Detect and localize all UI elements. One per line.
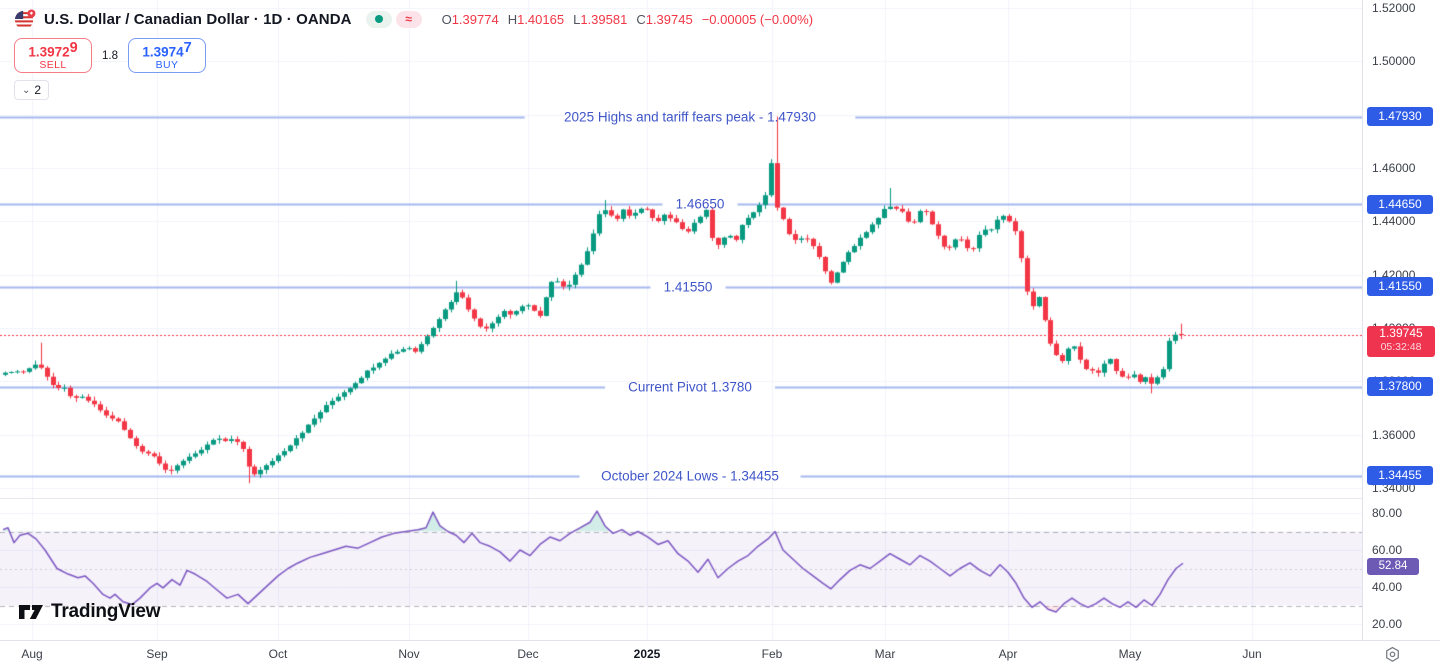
level-axis-badge: 1.37800 (1367, 377, 1433, 397)
legend-collapse-count: 2 (34, 83, 42, 97)
price-tick-label: 1.52000 (1372, 1, 1416, 15)
market-open-icon[interactable] (365, 10, 392, 28)
pane-divider[interactable] (0, 498, 1440, 499)
level-line-label[interactable]: 2025 Highs and tariff fears peak - 1.479… (564, 109, 816, 125)
tradingview-logo-icon (19, 605, 43, 619)
tradingview-logo-text: TradingView (51, 601, 161, 622)
month-label: May (1118, 647, 1142, 661)
level-axis-badge: 1.41550 (1367, 277, 1433, 297)
trade-buttons: 1.39729 SELL 1.8 1.39747 BUY (14, 38, 206, 73)
high-value: 1.40165 (517, 11, 565, 27)
price-axis[interactable]: 1.39745 05:32:48 52.84 1.52000 1.50000 1.4… (1362, 0, 1440, 640)
close-label: C (636, 11, 646, 27)
price-tick-label: 1.46000 (1372, 161, 1416, 175)
price-chart-canvas[interactable] (0, 0, 1362, 640)
last-price-value: 1.39745 (1379, 326, 1423, 340)
level-line-label[interactable]: 1.46650 (675, 196, 725, 212)
time-axis[interactable]: Aug Sep Oct Nov Dec 2025 Feb Mar Apr May Jun (0, 640, 1440, 668)
usdcad-flag-icon (14, 9, 36, 30)
symbol-legend[interactable]: U.S. Dollar / Canadian Dollar · 1D · OAN… (14, 8, 813, 30)
price-tick-label: 1.50000 (1372, 54, 1416, 69)
month-label: Nov (398, 647, 420, 661)
rsi-tick-label: 40.00 (1372, 580, 1403, 594)
sell-price: 1.3972 (28, 44, 70, 60)
price-tick-label: 1.44000 (1372, 214, 1416, 229)
buy-price-pip: 7 (183, 39, 192, 56)
close-value: 1.39745 (645, 11, 693, 27)
rsi-tick-label: 20.00 (1372, 617, 1403, 631)
month-label: Mar (874, 647, 896, 661)
month-label: Feb (761, 647, 783, 661)
level-axis-badge: 1.47930 (1367, 107, 1433, 127)
legend-collapse-button[interactable]: ⌄ 2 (14, 80, 50, 100)
month-label: Apr (998, 647, 1018, 661)
low-label: L (573, 11, 581, 27)
market-status-pills[interactable]: ≈ (365, 10, 422, 28)
sell-price-pip: 9 (69, 39, 78, 56)
tradingview-logo[interactable]: TradingView (18, 600, 161, 624)
sell-label: SELL (39, 59, 67, 72)
level-axis-badge: 1.44650 (1367, 194, 1433, 214)
low-value: 1.39581 (580, 11, 628, 27)
month-label: Sep (146, 647, 168, 661)
change-value: −0.00005 (−0.00%) (701, 11, 814, 27)
symbol-title[interactable]: U.S. Dollar / Canadian Dollar · 1D · OAN… (44, 10, 352, 28)
month-label: Aug (21, 647, 43, 661)
level-line-label[interactable]: 1.41550 (663, 279, 713, 295)
month-label: Jun (1242, 647, 1262, 661)
rsi-tick-label: 80.00 (1372, 506, 1403, 520)
delayed-data-icon[interactable]: ≈ (395, 10, 422, 28)
high-label: H (507, 11, 518, 27)
sell-button[interactable]: 1.39729 SELL (14, 38, 92, 73)
buy-price: 1.3974 (142, 44, 184, 60)
buy-label: BUY (155, 59, 179, 72)
buy-button[interactable]: 1.39747 BUY (128, 38, 206, 73)
spread-value: 1.8 (102, 49, 118, 62)
month-label: 2025 (633, 647, 661, 661)
rsi-tick-label: 60.00 (1372, 543, 1403, 557)
level-line-label[interactable]: Current Pivot 1.3780 (628, 379, 752, 395)
month-label: Oct (268, 647, 288, 661)
level-line-label[interactable]: October 2024 Lows - 1.34455 (601, 468, 779, 484)
open-label: O (441, 11, 452, 27)
level-axis-badge: 1.34455 (1367, 466, 1433, 486)
bar-countdown: 05:32:48 (1380, 341, 1422, 353)
open-value: 1.39774 (451, 11, 499, 27)
timezone-settings-icon[interactable] (1384, 646, 1401, 663)
ohlc-row: O1.39774 H1.40165 L1.39581 C1.39745 −0.0… (442, 12, 813, 27)
last-price-badge: 1.39745 05:32:48 (1367, 326, 1435, 357)
month-label: Dec (517, 647, 539, 661)
price-tick-label: 1.36000 (1372, 427, 1416, 442)
chevron-down-icon: ⌄ (22, 84, 31, 96)
rsi-value-badge: 52.84 (1367, 558, 1419, 575)
